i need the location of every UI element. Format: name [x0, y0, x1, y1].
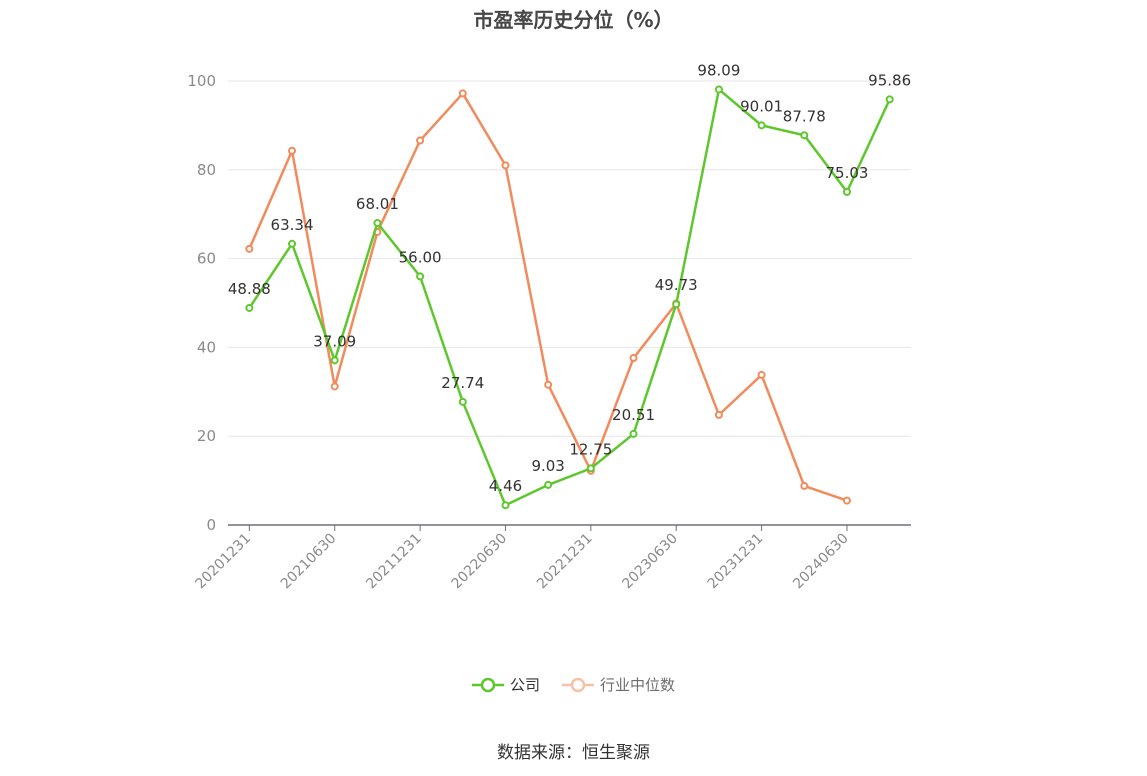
data-point-company	[330, 356, 339, 365]
data-point-company	[842, 187, 851, 196]
x-tick-label: 20220630	[449, 531, 511, 593]
x-tick-label: 20240630	[790, 531, 852, 593]
grid-lines	[228, 80, 911, 437]
x-tick-label: 20210630	[278, 531, 340, 593]
data-point-industry	[458, 89, 467, 98]
data-point-company	[714, 85, 723, 94]
data-point-company	[885, 95, 894, 104]
data-point-company	[800, 131, 809, 140]
data-point-company	[501, 501, 510, 510]
data-point-company	[757, 121, 766, 130]
data-label: 27.74	[441, 374, 484, 392]
data-label: 75.03	[825, 164, 868, 182]
y-tick-label: 20	[197, 427, 216, 445]
legend-industry-marker	[562, 677, 594, 692]
data-point-company	[629, 429, 638, 438]
y-tick-label: 100	[187, 72, 216, 90]
data-point-company	[672, 300, 681, 309]
data-point-industry	[544, 380, 553, 389]
data-point-company	[458, 397, 467, 406]
data-label: 12.75	[569, 440, 612, 458]
data-label: 95.86	[868, 71, 911, 89]
data-labels: 48.88 63.34 37.09 68.01 56.00 27.74 4.46 9.03 12…	[228, 61, 911, 495]
data-point-industry	[330, 382, 339, 391]
legend-company-marker	[471, 677, 504, 692]
x-tick-label: 20211231	[363, 531, 425, 593]
y-tick-label: 60	[197, 250, 216, 268]
data-point-company	[245, 303, 254, 312]
data-point-industry	[757, 370, 766, 379]
source-note: 数据来源：恒生聚源	[497, 743, 650, 763]
data-point-industry	[501, 161, 510, 170]
data-label: 68.01	[356, 195, 399, 213]
series-line-company	[248, 88, 891, 507]
legend-item-company[interactable]: 公司	[471, 674, 540, 695]
x-tick-label: 20201231	[192, 531, 254, 593]
data-point-industry	[245, 244, 254, 253]
y-tick-label: 40	[197, 338, 216, 356]
line-chart: 0 20 40 60 80 100 20201231 20210630 20211231 2022…	[187, 61, 911, 593]
data-point-industry	[714, 410, 723, 419]
x-tick-label: 20231231	[705, 531, 767, 593]
data-label: 37.09	[313, 332, 356, 350]
data-point-company	[544, 480, 553, 489]
data-point-company	[373, 219, 382, 228]
data-label: 56.00	[399, 248, 442, 266]
data-label: 49.73	[655, 276, 698, 294]
data-point-industry	[416, 136, 425, 145]
data-point-company	[586, 464, 595, 473]
chart-title: 市盈率历史分位（%）	[473, 8, 674, 32]
data-point-industry	[800, 481, 809, 490]
data-point-company	[288, 239, 297, 248]
data-label: 87.78	[783, 107, 826, 125]
data-label: 90.01	[740, 97, 783, 115]
data-point-industry	[629, 354, 638, 363]
data-label: 63.34	[271, 216, 314, 234]
y-tick-label: 80	[197, 161, 216, 179]
series	[245, 85, 894, 510]
legend-label-industry: 行业中位数	[600, 676, 676, 694]
y-tick-label: 0	[206, 516, 216, 534]
data-label: 9.03	[531, 457, 564, 475]
legend-item-industry[interactable]: 行业中位数	[562, 674, 675, 695]
x-tick-label: 20221231	[534, 531, 596, 593]
series-line-industry	[248, 92, 848, 502]
data-label: 20.51	[612, 406, 655, 424]
data-point-industry	[842, 496, 851, 505]
legend-label-company: 公司	[509, 676, 540, 694]
data-point-company	[416, 272, 425, 281]
data-label: 48.88	[228, 280, 271, 298]
legend: 公司 行业中位数	[0, 674, 1147, 695]
data-label: 98.09	[697, 61, 740, 79]
data-label: 4.46	[489, 477, 522, 495]
data-point-industry	[288, 146, 297, 155]
x-tick-label: 20230630	[619, 531, 681, 593]
